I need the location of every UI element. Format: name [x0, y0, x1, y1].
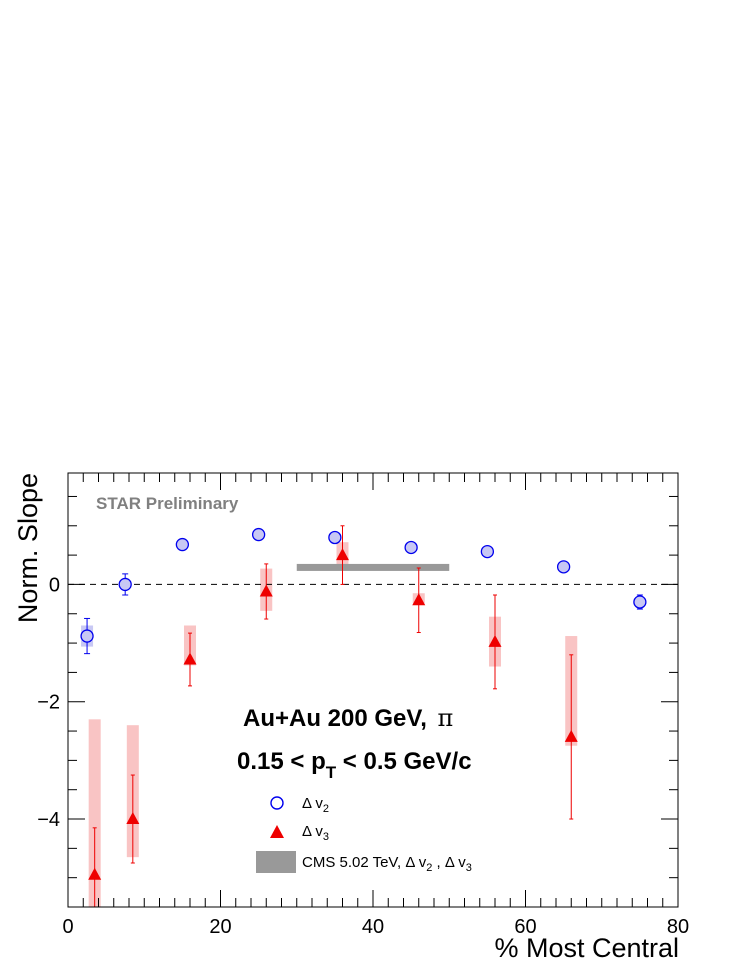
legend-dv3-label: Δ v3 — [302, 823, 329, 843]
dv2-point-0 — [80, 629, 94, 643]
dv3-point-5 — [412, 593, 426, 606]
x-tick-label-80: 80 — [667, 916, 689, 938]
dv2-point-2 — [175, 537, 190, 552]
y-tick-label--4: −4 — [37, 809, 60, 831]
legend-dv2-label: Δ v2 — [302, 795, 329, 815]
axis-ticks: 0 20 40 60 80 −4 −2 0 — [37, 473, 689, 938]
dv2-point-1 — [118, 577, 132, 592]
legend-dv3-delta: Δ v — [302, 823, 323, 840]
dv3-point-7 — [564, 729, 578, 742]
particle-symbol: π — [438, 704, 454, 732]
pt-cut-hi: < 0.5 GeV/c — [336, 748, 471, 775]
x-tick-label-20: 20 — [209, 916, 231, 938]
system-label: Au+Au 200 GeV, π — [243, 704, 453, 732]
legend-cms-swatch — [256, 851, 296, 873]
dv2-point-6 — [480, 544, 495, 559]
dv2-point-8 — [633, 595, 647, 609]
cms-band — [296, 563, 450, 571]
legend-cms-label: CMS 5.02 TeV, Δ v2 , Δ v3 — [302, 854, 472, 874]
legend-cms-sub1: 2 — [426, 862, 432, 874]
pt-cut-lo: 0.15 < p — [237, 748, 326, 775]
dv2-point-7 — [556, 560, 571, 574]
x-tick-label-60: 60 — [514, 916, 536, 938]
legend-cms-main: CMS 5.02 TeV, Δ v — [302, 854, 427, 871]
dv3-point-2 — [183, 652, 197, 665]
system-text: Au+Au 200 GeV, — [243, 705, 434, 732]
dv2-point-3 — [251, 527, 266, 542]
legend-cms-sub2: 3 — [466, 862, 472, 874]
legend-dv2-sub: 2 — [323, 803, 329, 815]
legend-dv2-marker — [270, 796, 284, 810]
star-preliminary-label: STAR Preliminary — [96, 494, 239, 513]
legend: Δ v2 Δ v3 CMS 5.02 TeV, Δ v2 , Δ v3 — [256, 795, 472, 874]
legend-dv3-marker — [270, 825, 284, 838]
dv3-point-3 — [259, 584, 273, 597]
dv3-point-0 — [88, 867, 102, 880]
pt-cut-label: 0.15 < pT < 0.5 GeV/c — [237, 748, 472, 782]
dv3-point-1 — [126, 812, 140, 825]
x-tick-label-40: 40 — [362, 916, 384, 938]
legend-cms-mid: , Δ v — [432, 854, 466, 871]
y-axis-title: Norm. Slope — [13, 473, 43, 623]
pt-cut-sub: T — [326, 763, 337, 782]
dv2-point-4 — [328, 530, 342, 545]
plot-frame — [67, 472, 679, 908]
cms-band-group — [296, 563, 450, 571]
legend-dv3-sub: 3 — [323, 831, 329, 843]
dv3-point-4 — [336, 548, 349, 561]
x-tick-label-0: 0 — [62, 916, 73, 938]
dv3-sys-box-0 — [88, 719, 101, 907]
y-tick-label-0: 0 — [49, 574, 60, 596]
data-markers — [80, 527, 647, 880]
y-tick-label--2: −2 — [37, 692, 60, 714]
dv3-point-6 — [488, 634, 502, 647]
dv2-point-5 — [404, 540, 418, 555]
legend-dv2-delta: Δ v — [302, 795, 323, 812]
x-axis-title: % Most Central — [494, 933, 679, 963]
